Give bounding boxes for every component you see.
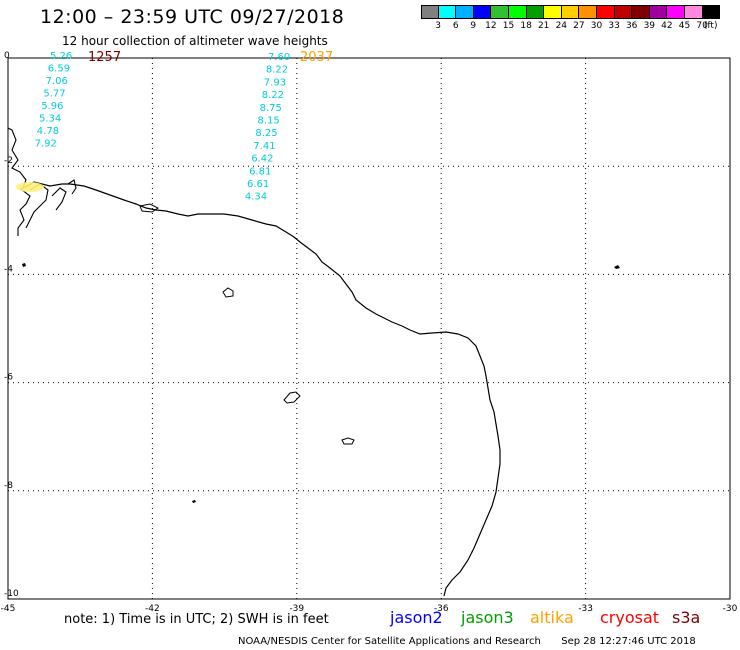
island-small-1 (614, 265, 620, 269)
scale-label: 18 (520, 21, 532, 31)
island-fernando (283, 391, 301, 404)
scale-swatch (596, 5, 615, 19)
page-title: 12:00 – 23:59 UTC 09/27/2018 (40, 6, 345, 28)
wave-height-color-scale: 3 6 9 12 15 18 21 24 27 30 33 36 39 42 45 70 (ft) (421, 5, 721, 33)
wave-height-label: 7.93 (264, 77, 286, 88)
scale-swatch (438, 5, 457, 19)
scale-swatch (473, 5, 492, 19)
lon-tick-label: -36 (434, 604, 449, 614)
wave-height-label: 6.61 (247, 179, 269, 190)
page-subtitle: 12 hour collection of altimeter wave hei… (62, 34, 328, 48)
lon-tick-label: -33 (578, 604, 593, 614)
scale-swatch (561, 5, 580, 19)
lon-tick-label: -39 (289, 604, 304, 614)
scale-label: 36 (625, 21, 638, 31)
satellite-jason3: jason3 (461, 608, 514, 627)
western-estuary (7, 127, 77, 236)
wave-height-label: 4.34 (245, 192, 267, 203)
wave-height-label: 8.22 (262, 90, 284, 101)
scale-swatch (632, 5, 650, 19)
satellite-jason2: jason2 (390, 608, 443, 627)
wave-height-label: 8.15 (258, 116, 280, 127)
scale-label: 21 (537, 21, 550, 31)
wave-height-label: 4.78 (37, 126, 59, 137)
scale-swatch (667, 5, 685, 19)
lat-tick-label: 0 (4, 51, 10, 61)
wave-height-label: 8.25 (255, 128, 277, 139)
scale-swatch (491, 5, 509, 19)
lon-tick-label: -42 (145, 604, 160, 614)
lat-tick-label: -10 (4, 589, 19, 599)
lat-tick-label: -2 (4, 156, 13, 166)
scale-swatch (526, 5, 545, 19)
scale-label: 70 (696, 21, 708, 31)
scale-swatch (649, 5, 668, 19)
wave-height-label: 7.06 (46, 76, 68, 87)
credit-text: NOAA/NESDIS Center for Satellite Applica… (238, 636, 541, 647)
scale-swatch (544, 5, 562, 19)
island-rocas (222, 287, 234, 298)
lat-tick-label: -8 (4, 481, 13, 491)
wave-height-label: 5.77 (43, 89, 65, 100)
scale-swatch (614, 5, 633, 19)
scale-swatch (421, 5, 439, 19)
scale-swatch (702, 5, 721, 19)
satellite-s3a: s3a (672, 608, 701, 627)
island-small-3 (22, 263, 26, 267)
map-frame (7, 57, 731, 600)
scale-swatch (579, 5, 597, 19)
timestamp: Sep 28 12:27:46 UTC 2018 (561, 636, 696, 647)
scale-swatch (684, 5, 703, 19)
wave-height-label: 8.75 (260, 103, 282, 114)
wave-height-label: 5.96 (41, 101, 63, 112)
scale-label: 24 (555, 21, 568, 31)
island-coast-shoal (139, 203, 159, 213)
scale-label: 3 (435, 21, 441, 31)
scale-label: (ft) (703, 21, 718, 31)
lon-tick-label: -45 (1, 604, 16, 614)
scale-label: 42 (661, 21, 673, 31)
wave-height-label: 7.41 (253, 141, 275, 152)
wave-height-label: 8.22 (266, 65, 288, 76)
wave-height-label: 7.92 (35, 139, 57, 150)
scale-label: 12 (485, 21, 497, 31)
footer-note: note: 1) Time is in UTC; 2) SWH is in fe… (64, 612, 329, 627)
track-time-left: 1257 (88, 50, 121, 65)
wave-height-label: 6.59 (48, 64, 70, 75)
lat-tick-label: -4 (4, 264, 13, 274)
scale-label: 30 (590, 21, 603, 31)
scale-label: 6 (452, 21, 459, 31)
scale-label: 39 (643, 21, 656, 31)
island-east (341, 437, 355, 445)
wave-height-label: 5.34 (39, 114, 61, 125)
scale-label: 45 (678, 21, 691, 31)
track-time-right: 2037 (300, 50, 333, 65)
lat-tick-label: -6 (4, 373, 13, 383)
wave-height-label: 5.26 (50, 51, 72, 62)
satellite-cryosat: cryosat (600, 608, 660, 627)
scale-label: 15 (502, 21, 515, 31)
map-gridlines (8, 58, 730, 599)
scale-label: 9 (470, 21, 477, 31)
wave-height-label: 7.60 (268, 52, 290, 63)
scale-swatch (456, 5, 474, 19)
scale-label: 27 (573, 21, 585, 31)
scale-label: 33 (608, 21, 620, 31)
wave-height-label: 6.42 (251, 154, 273, 165)
coastline (19, 181, 501, 597)
wave-height-label: 6.81 (249, 166, 271, 177)
highlight-yellow (16, 182, 44, 192)
scale-swatch (508, 5, 527, 19)
lon-tick-label: -30 (723, 604, 738, 614)
island-small-2 (192, 500, 196, 503)
satellite-altika: altika (530, 608, 574, 627)
credit-line: NOAA/NESDIS Center for Satellite Applica… (238, 636, 696, 647)
